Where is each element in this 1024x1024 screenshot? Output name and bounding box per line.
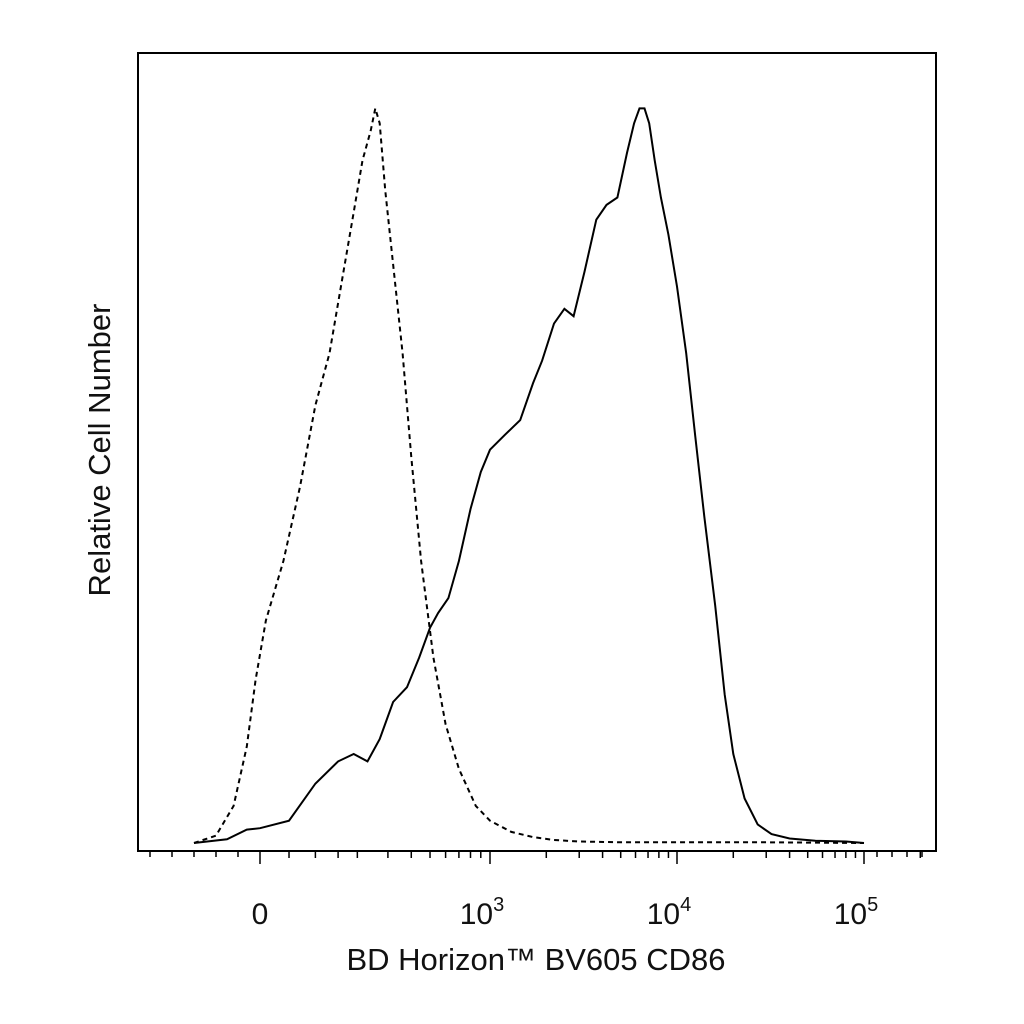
series-line-dashed (193, 108, 865, 844)
x-axis-label: BD Horizon™ BV605 CD86 (346, 942, 725, 977)
y-axis-label: Relative Cell Number (82, 304, 117, 597)
series-line-solid (193, 107, 865, 844)
plot-frame (137, 52, 937, 852)
x-axis-ticks (149, 851, 923, 864)
series-layer (193, 107, 865, 844)
x-tick-label-3: 105 (834, 894, 879, 931)
x-tick-label-1: 103 (460, 894, 505, 931)
x-tick-label-2: 104 (647, 894, 692, 931)
x-tick-label-0: 0 (252, 898, 269, 931)
x-axis-tick-labels: 0 103 104 105 (252, 894, 879, 931)
